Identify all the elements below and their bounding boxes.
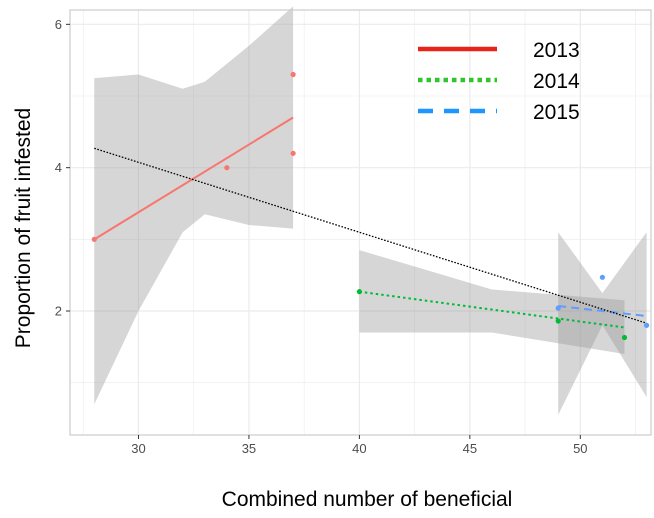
x-tick-label: 35 xyxy=(242,441,256,456)
confidence-band xyxy=(94,6,294,405)
y-tick-label: 4 xyxy=(55,160,62,175)
fit-lines xyxy=(93,116,647,329)
data-point xyxy=(356,289,362,295)
confidence-band xyxy=(558,232,647,415)
data-point xyxy=(224,165,230,171)
data-point xyxy=(621,334,628,341)
x-tick-label: 30 xyxy=(131,441,145,456)
x-tick-label: 45 xyxy=(463,441,477,456)
axis-ticks xyxy=(66,23,581,439)
y-tick-label: 2 xyxy=(55,304,62,319)
fit-line xyxy=(93,116,294,241)
x-axis-title: Combined number of beneficial xyxy=(222,488,513,511)
data-point xyxy=(599,274,605,280)
data-point xyxy=(555,318,561,324)
confidence-bands xyxy=(94,6,647,415)
fit-line xyxy=(558,305,647,318)
fit-line xyxy=(359,290,625,329)
data-point xyxy=(91,236,97,242)
data-points xyxy=(91,71,650,341)
y-tick-label: 6 xyxy=(55,17,62,32)
data-point xyxy=(290,150,296,156)
confidence-band xyxy=(359,250,625,354)
overall-fit-line xyxy=(94,147,647,324)
y-axis-title: Proportion of fruit infested xyxy=(12,108,35,348)
panel-border xyxy=(69,9,652,436)
data-point xyxy=(290,71,296,78)
x-tick-label: 40 xyxy=(352,441,366,456)
x-tick-label: 50 xyxy=(573,441,587,456)
legend-label: 2015 xyxy=(533,101,580,124)
legend-label: 2013 xyxy=(533,39,580,62)
tick-labels: 30 35 40 45 50 2 4 6 xyxy=(55,17,588,456)
legend: 2013 2014 2015 xyxy=(418,39,580,124)
grid xyxy=(70,10,651,435)
legend-label: 2014 xyxy=(533,70,580,93)
data-point xyxy=(643,322,650,328)
data-point xyxy=(555,305,561,311)
